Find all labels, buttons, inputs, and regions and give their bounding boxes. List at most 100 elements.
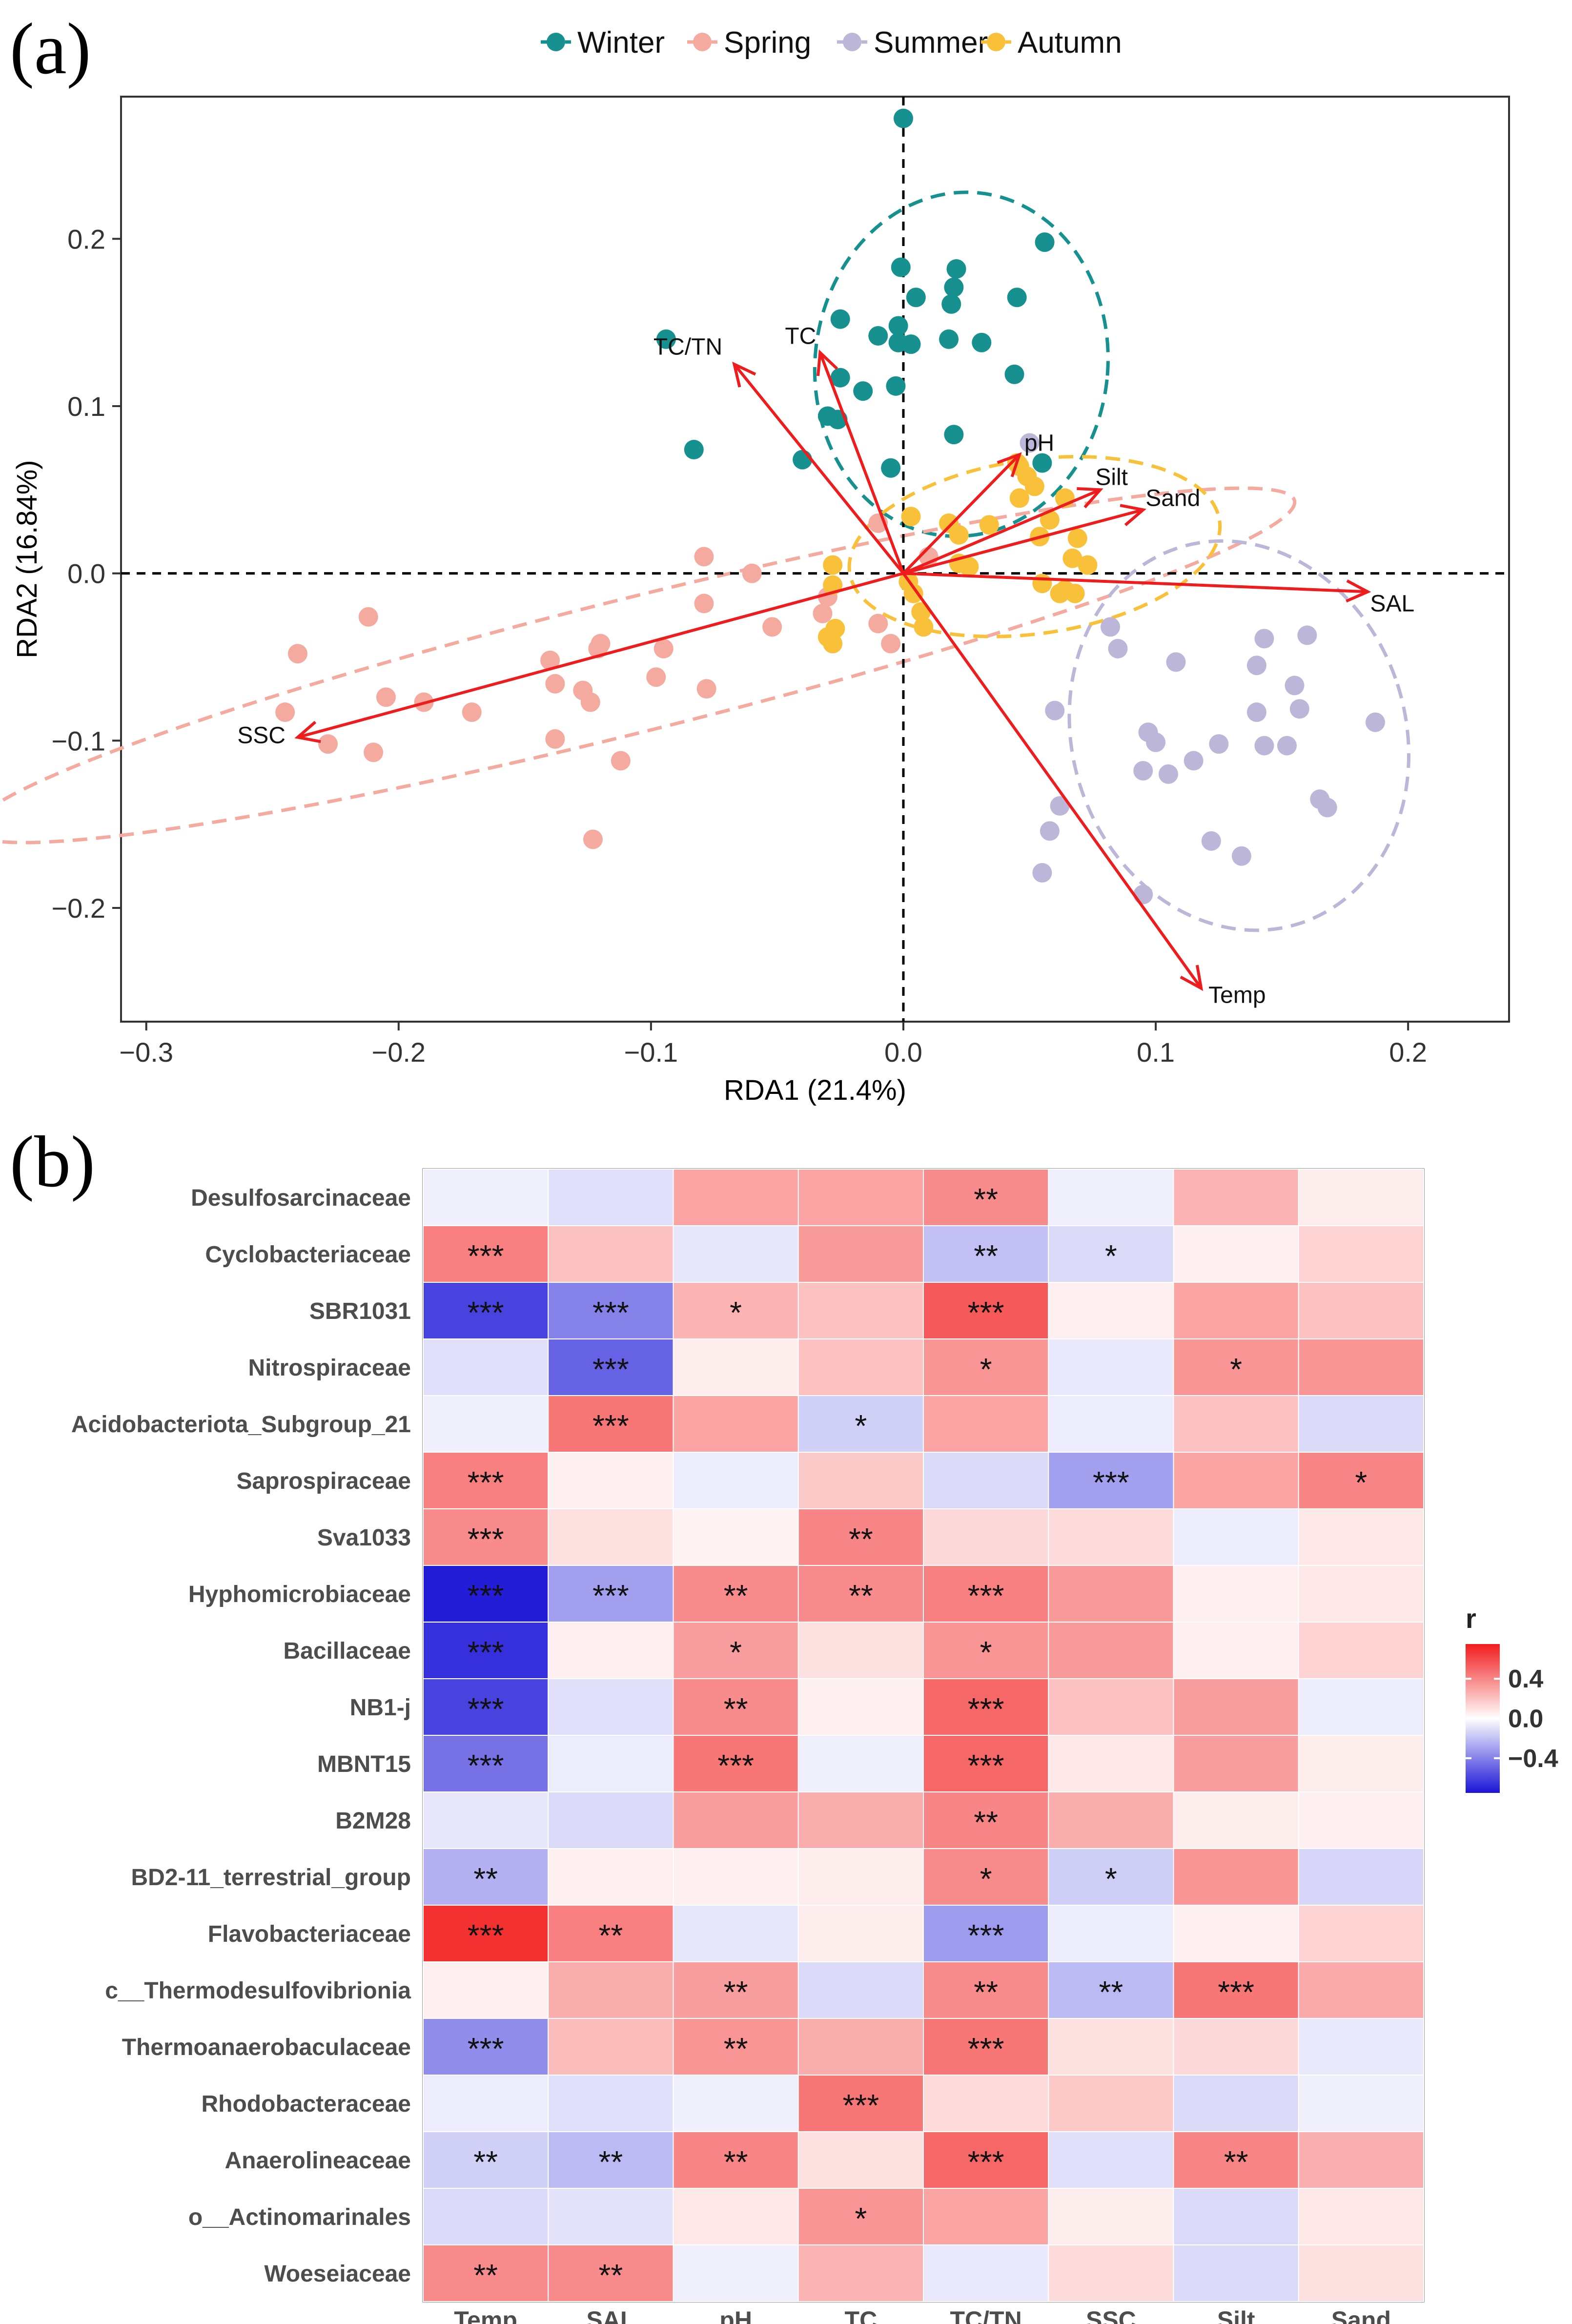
- x-tick-label: 0.0: [884, 1037, 922, 1068]
- heatmap-cell: [1173, 1678, 1299, 1736]
- arrow-ssc: SSC: [237, 572, 904, 748]
- cell-fill: [1298, 2244, 1424, 2302]
- heatmap-cell: [673, 2075, 799, 2132]
- column-label: Temp: [454, 2306, 517, 2324]
- heatmap-cell: ***: [423, 2018, 549, 2076]
- cell-fill: [548, 2131, 674, 2189]
- heatmap-cell: [1298, 1678, 1424, 1736]
- row-label: Sva1033: [317, 1525, 411, 1551]
- arrow-shaft: [903, 572, 1368, 594]
- panel-a-label: (a): [10, 8, 91, 89]
- cell-fill: [797, 2131, 924, 2189]
- heatmap-cell: [548, 1225, 674, 1283]
- cell-fill: [548, 1678, 674, 1736]
- heatmap-cell: **: [673, 1678, 799, 1736]
- point-winter: [853, 381, 873, 401]
- heatmap-cell: [1048, 1338, 1174, 1396]
- heatmap-cell: ***: [673, 1735, 799, 1792]
- arrow-shaft: [902, 572, 1203, 989]
- significance-mark: *: [1105, 1238, 1117, 1274]
- heatmap-cell: [797, 1282, 924, 1339]
- cell-fill: [1298, 2188, 1424, 2245]
- heatmap-cell: ***: [423, 1452, 549, 1509]
- point-spring: [545, 729, 565, 749]
- cell-fill: [1173, 1169, 1299, 1226]
- point-winter: [939, 329, 959, 349]
- heatmap-cell: [1048, 2018, 1174, 2076]
- heatmap-cell: [1298, 1225, 1424, 1283]
- point-autumn: [901, 507, 921, 527]
- cell-fill: [1173, 1565, 1299, 1623]
- heatmap-cell: *: [673, 1282, 799, 1339]
- legend-item-spring: Spring: [687, 26, 811, 60]
- heatmap-cell: [1048, 1395, 1174, 1453]
- cell-fill: [673, 2018, 799, 2076]
- cell-fill: [1048, 2018, 1174, 2076]
- heatmap-cell: [548, 1678, 674, 1736]
- cell-fill: [423, 1961, 549, 2019]
- heatmap-cell: *: [923, 1622, 1049, 1679]
- point-summer: [1166, 652, 1186, 672]
- heatmap-cell: **: [797, 1565, 924, 1623]
- cell-fill: [1048, 1622, 1174, 1679]
- significance-mark: **: [724, 1691, 748, 1727]
- cell-fill: [1173, 2244, 1299, 2302]
- heatmap-cell: ***: [923, 2018, 1049, 2076]
- cell-fill: [1298, 2075, 1424, 2132]
- point-summer: [1246, 656, 1266, 676]
- heatmap-cell: [1298, 2188, 1424, 2245]
- cell-fill: [423, 1452, 549, 1509]
- heatmap-cell: [548, 1452, 674, 1509]
- cell-fill: [548, 1961, 674, 2019]
- ellipse-spring: [0, 486, 1297, 844]
- significance-mark: ***: [968, 1295, 1004, 1330]
- point-autumn: [959, 556, 979, 576]
- heatmap-cell: ***: [423, 1735, 549, 1792]
- legend-label: Autumn: [1018, 26, 1122, 60]
- point-autumn: [1024, 476, 1044, 496]
- heatmap-cell: ***: [923, 1282, 1049, 1339]
- point-summer: [1231, 846, 1251, 866]
- arrow-shaft: [903, 508, 1143, 575]
- y-tick-label: 0.1: [67, 391, 105, 422]
- arrow-label: pH: [1024, 430, 1054, 456]
- heatmap-cell: [1173, 2244, 1299, 2302]
- heatmap-cell: [797, 2018, 924, 2076]
- cell-fill: [673, 1848, 799, 1906]
- significance-mark: ***: [468, 1691, 504, 1727]
- row-label: Nitrospiraceae: [248, 1355, 411, 1381]
- cell-fill: [1298, 2018, 1424, 2076]
- heatmap-cell: ***: [923, 1905, 1049, 1962]
- cell-fill: [923, 1338, 1049, 1396]
- heatmap-cell: **: [548, 2244, 674, 2302]
- cell-fill: [548, 1282, 674, 1339]
- heatmap-cell: [548, 1848, 674, 1906]
- color-scale-title: r: [1466, 1603, 1476, 1634]
- significance-mark: **: [1224, 2144, 1248, 2180]
- heatmap-cell: [1173, 1565, 1299, 1623]
- cell-fill: [1048, 2244, 1174, 2302]
- cell-fill: [923, 1225, 1049, 1283]
- point-summer: [1285, 676, 1305, 696]
- arrow-sal: SAL: [903, 572, 1414, 617]
- heatmap-cell: [1048, 1169, 1174, 1226]
- cell-fill: [1048, 1169, 1174, 1226]
- point-spring: [376, 687, 396, 707]
- cell-fill: [797, 1735, 924, 1792]
- heatmap-cell: [1298, 1735, 1424, 1792]
- cell-fill: [548, 2188, 674, 2245]
- heatmap-cell: [1173, 1791, 1299, 1849]
- cell-fill: [1173, 1225, 1299, 1283]
- heatmap-row-labels: Desulfosarcinaceae Cyclobacteriaceae SBR10…: [71, 1185, 411, 2287]
- heatmap-cell: [1173, 1508, 1299, 1566]
- heatmap-cell: **: [423, 1848, 549, 1906]
- heatmap-cell: [923, 2244, 1049, 2302]
- heatmap-cell: ***: [423, 1282, 549, 1339]
- point-winter: [793, 450, 813, 470]
- significance-mark: ***: [968, 1918, 1004, 1953]
- cell-fill: [423, 1225, 549, 1283]
- cell-fill: [1298, 1905, 1424, 1962]
- cell-fill: [1173, 2075, 1299, 2132]
- cell-fill: [1298, 1565, 1424, 1623]
- point-autumn: [1050, 583, 1070, 603]
